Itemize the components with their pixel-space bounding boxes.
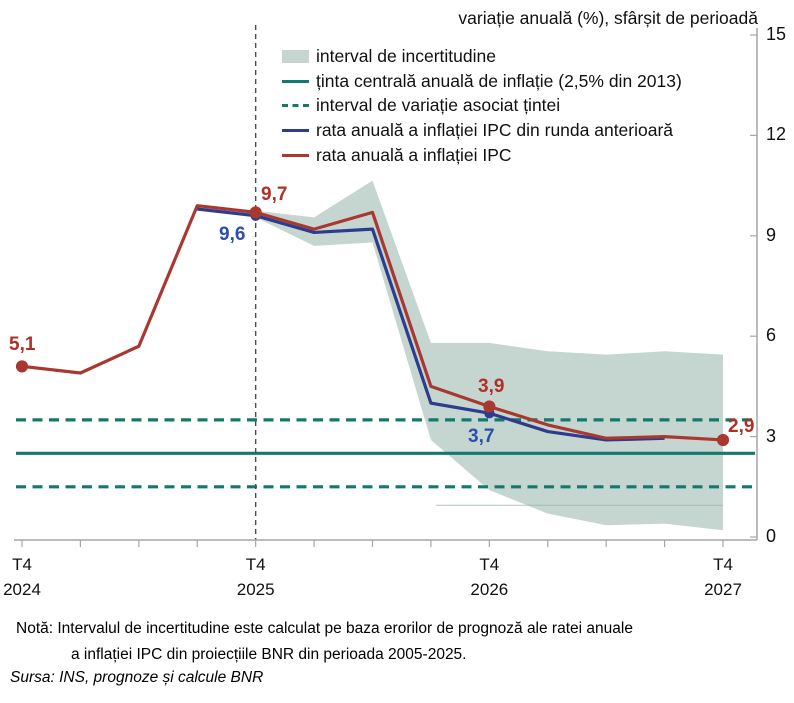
current-round-marker-dot xyxy=(16,360,28,373)
x-axis-major-label: T4 2024 xyxy=(3,552,41,602)
x-axis-tick-label: 2025 xyxy=(236,580,275,599)
legend-swatch-teal-solid-icon xyxy=(282,79,309,83)
x-axis-tick-label: T4 xyxy=(713,555,733,574)
current-round-marker-dot xyxy=(483,400,496,413)
legend-label: rata anuală a inflației IPC xyxy=(316,145,512,166)
legend-swatch-band-icon xyxy=(282,49,309,63)
legend-swatch-teal-dashed-icon xyxy=(282,104,309,108)
y-axis-tick-label: 6 xyxy=(766,325,777,346)
uncertainty-band xyxy=(255,180,723,531)
point-value-label: 9,6 xyxy=(219,224,246,245)
inflation-forecast-chart xyxy=(14,25,758,547)
y-axis-tick-label: 0 xyxy=(766,526,777,546)
y-axis-tick-label: 15 xyxy=(766,24,787,44)
x-axis-tick-label: 2024 xyxy=(3,580,41,599)
x-axis-tick-label: T4 xyxy=(479,555,500,574)
point-value-label: 9,7 xyxy=(261,184,288,205)
point-value-label: 2,9 xyxy=(728,416,755,437)
legend-item-2: ținta centrală anuală de inflație (2,5% … xyxy=(282,69,682,94)
x-axis-tick-label: T4 xyxy=(245,555,266,574)
source-text: Sursa: INS, prognoze și calcule BNR xyxy=(10,669,264,686)
legend-label: interval de incertitudine xyxy=(316,45,496,66)
point-value-label: 3,9 xyxy=(478,376,505,397)
x-axis-major-label: T4 2025 xyxy=(237,552,275,602)
chart-title: variație anuală (%), sfârșit de perioadă xyxy=(458,8,758,28)
legend-swatch-red-solid-icon xyxy=(282,153,309,158)
x-axis-major-label: T4 2027 xyxy=(704,552,742,602)
note-line-1: Notă: Intervalul de incertitudine este c… xyxy=(16,620,633,637)
legend-label: interval de variație asociat țintei xyxy=(316,95,561,116)
note-line-2: a inflației IPC din proiecțiile BNR din … xyxy=(71,646,467,663)
x-axis-tick-label: 2026 xyxy=(470,580,509,599)
legend-label: rata anuală a inflației IPC din runda an… xyxy=(316,120,674,141)
current-round-marker-dot xyxy=(249,206,262,219)
point-value-label: 5,1 xyxy=(9,334,36,355)
legend-swatch-navy-solid-icon xyxy=(282,129,309,133)
point-value-label: 3,7 xyxy=(468,426,495,447)
legend-item-3: interval de variație asociat țintei xyxy=(282,94,682,119)
x-axis-major-label: T4 2026 xyxy=(470,552,508,602)
current-round-marker-dot xyxy=(717,433,729,446)
chart-legend: interval de incertitudine ținta centrală … xyxy=(282,44,682,168)
legend-item-5: rata anuală a inflației IPC xyxy=(282,143,682,168)
ipc-current-round-line xyxy=(21,204,724,442)
legend-label: ținta centrală anuală de inflație (2,5% … xyxy=(316,70,682,91)
y-axis-tick-label: 3 xyxy=(766,425,777,446)
legend-item-1: interval de incertitudine xyxy=(282,44,682,69)
x-axis-tick-label: 2027 xyxy=(704,580,742,599)
x-axis-tick-label: T4 xyxy=(12,555,32,574)
y-axis-tick-label: 9 xyxy=(766,224,777,245)
y-axis-tick-label: 12 xyxy=(766,124,787,145)
legend-item-4: rata anuală a inflației IPC din runda an… xyxy=(282,118,682,143)
ipc-previous-round-line xyxy=(197,207,665,442)
